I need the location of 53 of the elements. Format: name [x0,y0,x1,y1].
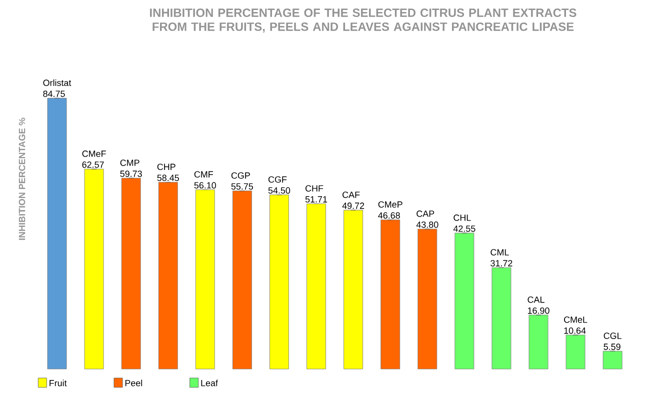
x-tick-label: CGL [604,332,622,339]
data-label: 43.80 [416,221,438,228]
x-tick-label: CAP [416,210,434,217]
y-axis-title: INHIBITION PERCENTAGE % [18,118,26,240]
bar [566,334,586,370]
data-label: 84.75 [43,90,65,97]
data-label: 55.75 [231,183,254,190]
bar [121,178,141,370]
legend-label: Leaf [201,380,218,386]
bar [270,194,289,370]
data-label: 62.57 [82,161,104,168]
data-label: 54.50 [268,187,290,194]
x-tick-label: CMeP [378,201,402,208]
legend-label: Fruit [50,380,67,386]
x-tick-label: CMF [194,171,214,178]
data-label: 31.72 [490,260,512,266]
bar [492,267,512,370]
bar [158,182,178,370]
data-label: 5.59 [604,344,620,350]
legend-label: Peel [125,380,142,386]
x-tick-label: Orlistat [43,79,72,86]
bar [380,220,400,370]
data-label: 16.90 [528,307,550,314]
x-tick-label: CMeF [82,150,106,157]
data-label: 51.71 [305,196,328,203]
x-tick-label: CHP [157,164,176,170]
x-tick-label: CAL [528,296,544,303]
x-tick-label: CML [490,249,509,256]
data-label: 49.72 [342,202,364,209]
bar [232,190,252,370]
bar [306,204,326,370]
x-tick-label: CGP [231,172,250,179]
data-label: 56.10 [194,182,216,189]
x-tick-label: CHL [454,214,471,221]
data-label: 10.64 [564,327,586,334]
bar [344,210,364,370]
data-label: 58.45 [157,174,179,182]
bar [195,190,215,370]
x-tick-label: CAF [342,192,360,198]
bar [602,350,622,370]
chart-title: INHIBITION PERCENTAGE OF THE SELECTED CITRUS PLANT EXTRACTS FROM THE FRUITS, PEELS AND LEAVES AGAINST PANCREATIC LIPASE [150,8,576,33]
bar [47,98,67,370]
x-tick-label: CMP [120,160,140,166]
bar [418,228,438,370]
bar [528,314,548,370]
x-tick-label: CMeL [564,316,588,323]
bar [454,232,474,370]
x-tick-label: CGF [268,176,287,183]
data-label: 42.55 [453,225,476,232]
data-label: 59.73 [120,170,142,177]
x-tick-label: CHF [306,185,324,192]
bar [84,168,104,370]
data-label: 46.68 [378,212,400,219]
